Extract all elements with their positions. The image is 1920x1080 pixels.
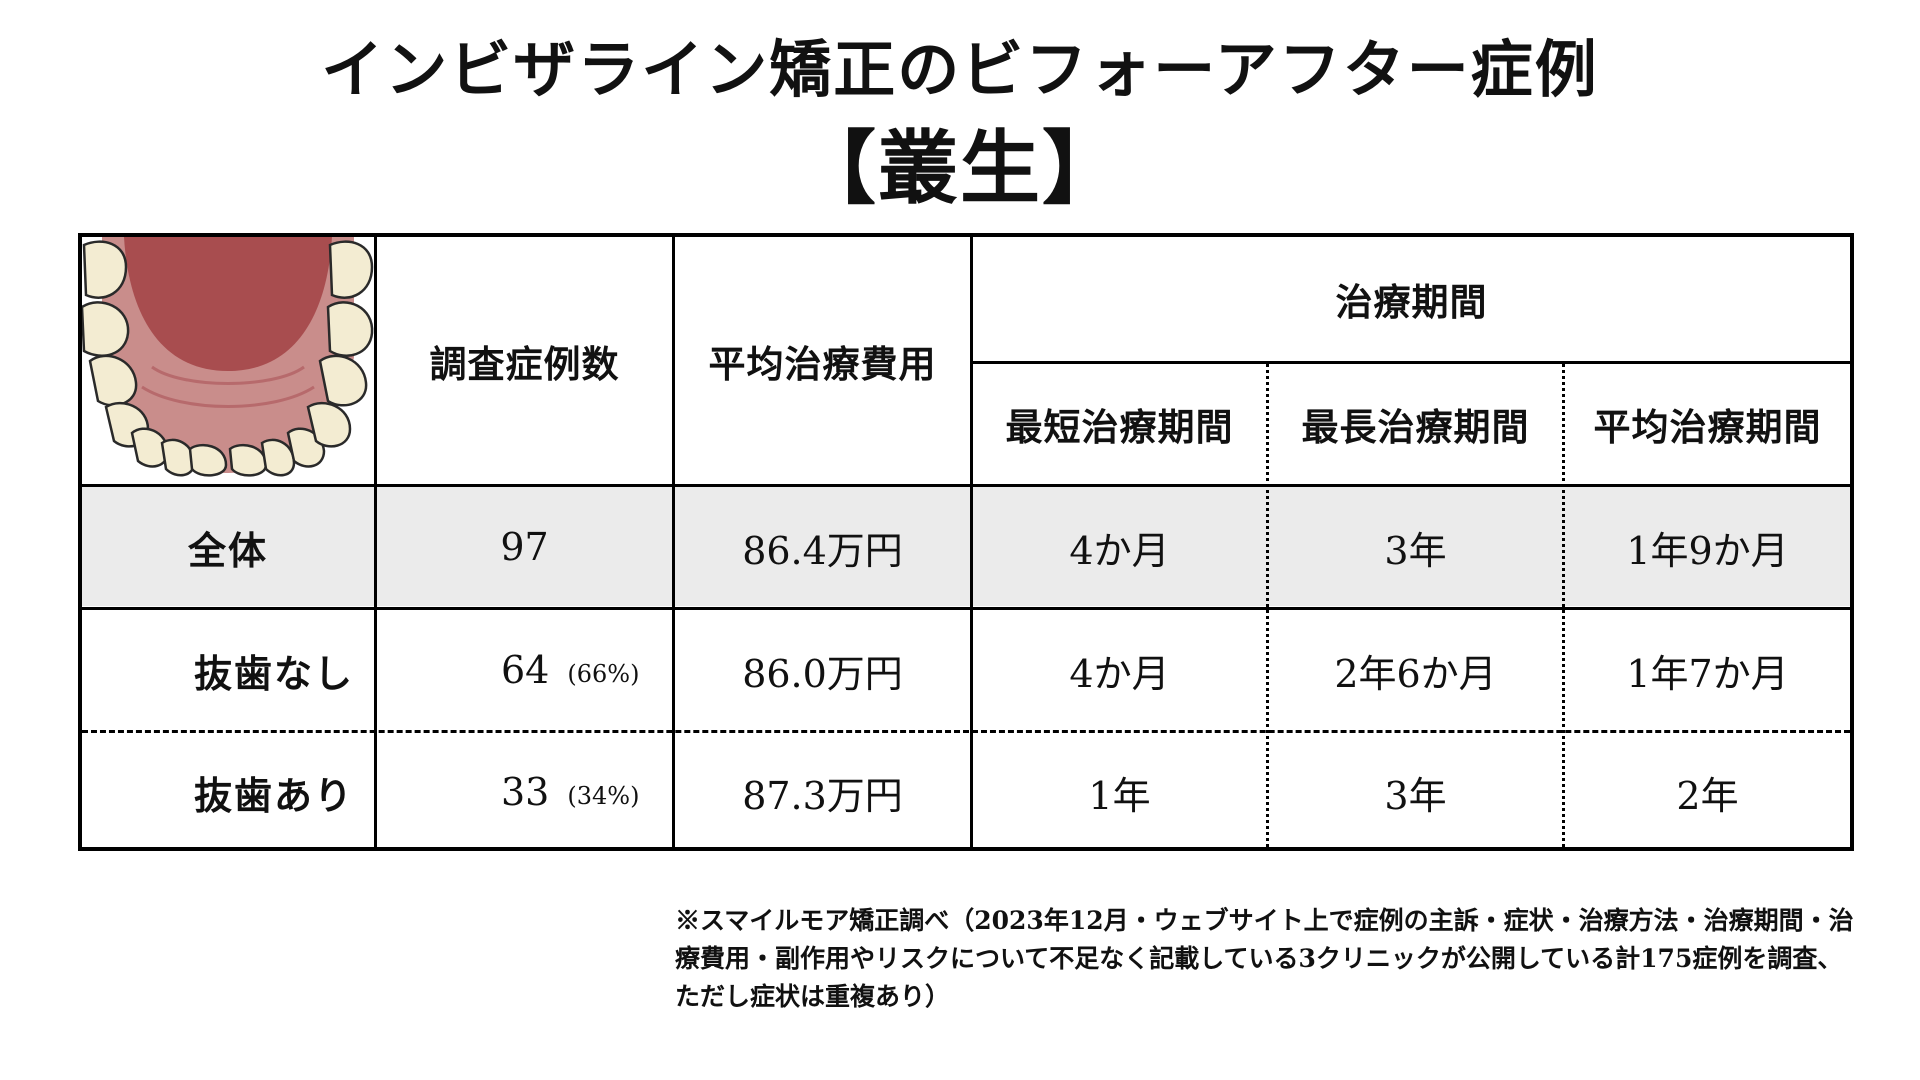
row-label-no-extraction: 抜歯なし bbox=[194, 651, 355, 696]
header-cases: 調査症例数 bbox=[429, 342, 620, 386]
cell-cost-total: 86.4万円 bbox=[742, 528, 903, 573]
treatment-summary-table: 調査症例数 平均治療費用 治療期間 最短治療期間 最長治療期間 平均治療期間 全… bbox=[78, 233, 1854, 851]
header-min-period: 最短治療期間 bbox=[1005, 406, 1234, 449]
cell-max-no-extraction: 2年6か月 bbox=[1334, 651, 1497, 696]
cases-value: 64 bbox=[501, 648, 550, 692]
page-subtitle: 【叢生】 bbox=[796, 121, 1124, 215]
grid-line-dotted bbox=[1562, 364, 1565, 847]
cases-value: 97 bbox=[500, 525, 549, 569]
page-title: インビザライン矯正のビフォーアフター症例 bbox=[321, 33, 1599, 106]
cell-max-total: 3年 bbox=[1384, 528, 1447, 573]
cell-max-with-extraction: 3年 bbox=[1384, 773, 1447, 818]
cell-cost-with-extraction: 87.3万円 bbox=[742, 773, 903, 818]
cell-avg-total: 1年9か月 bbox=[1626, 528, 1789, 573]
header-max-period: 最長治療期間 bbox=[1301, 406, 1530, 449]
grid-line bbox=[82, 484, 1850, 487]
footnote: ※スマイルモア矯正調べ（2023年12月・ウェブサイト上で症例の主訴・症状・治療… bbox=[675, 906, 1854, 1011]
header-avg-period: 平均治療期間 bbox=[1593, 406, 1822, 449]
cell-min-with-extraction: 1年 bbox=[1088, 773, 1151, 818]
cell-min-no-extraction: 4か月 bbox=[1069, 651, 1170, 696]
cell-cost-no-extraction: 86.0万円 bbox=[742, 651, 903, 696]
cell-avg-no-extraction: 1年7か月 bbox=[1626, 651, 1789, 696]
grid-line bbox=[672, 237, 675, 847]
cell-cases-with-extraction: 33 (34%) bbox=[377, 733, 672, 851]
grid-line bbox=[374, 237, 377, 847]
row-label-with-extraction: 抜歯あり bbox=[194, 773, 355, 818]
cell-cases-total: 97 bbox=[377, 487, 672, 607]
grid-line bbox=[82, 607, 1850, 610]
header-average-cost: 平均治療費用 bbox=[708, 342, 937, 386]
dental-arch-icon bbox=[82, 237, 374, 477]
grid-line-dotted bbox=[1266, 364, 1269, 847]
cell-avg-with-extraction: 2年 bbox=[1676, 773, 1739, 818]
grid-line-dashed bbox=[82, 730, 1850, 733]
header-treatment-period: 治療期間 bbox=[1335, 281, 1488, 324]
grid-line bbox=[970, 237, 973, 847]
grid-line bbox=[970, 361, 1850, 364]
cases-value: 33 bbox=[501, 770, 550, 814]
dental-arch-illustration bbox=[82, 237, 374, 481]
cell-min-total: 4か月 bbox=[1069, 528, 1170, 573]
cases-percent: (66%) bbox=[567, 660, 640, 688]
cell-cases-no-extraction: 64 (66%) bbox=[377, 610, 672, 730]
cases-percent: (34%) bbox=[567, 782, 640, 810]
row-label-total: 全体 bbox=[188, 528, 269, 573]
